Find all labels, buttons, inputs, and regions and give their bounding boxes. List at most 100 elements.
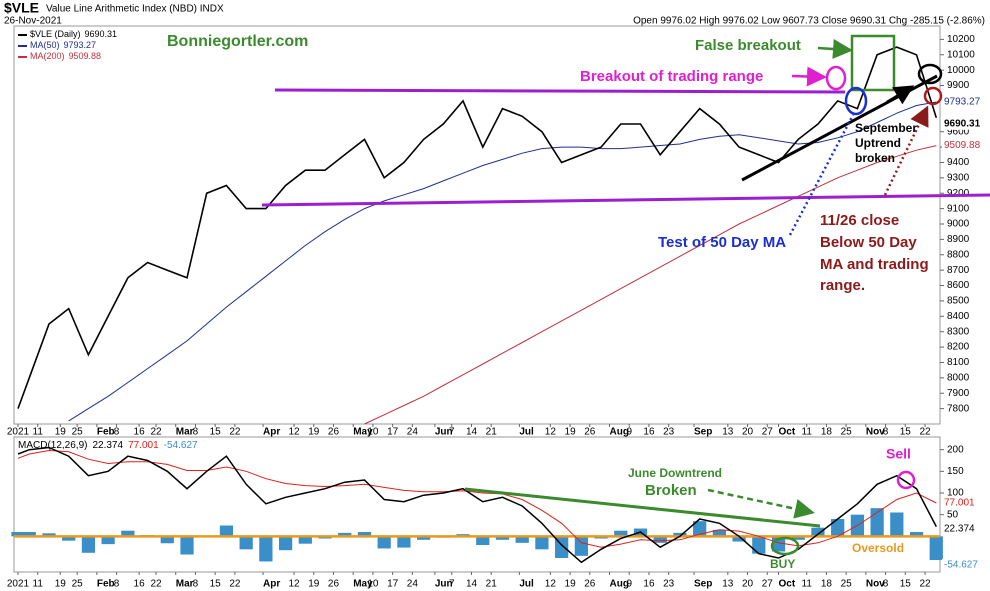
histogram-bar (22, 532, 36, 537)
x-tick-label: 22 (919, 427, 931, 438)
x-tick-label: 19 (55, 579, 67, 590)
legend-value: 9509.88 (69, 51, 102, 61)
value-tag (942, 139, 988, 152)
annotation: Broken (645, 482, 697, 499)
x-tick-label: 15 (210, 579, 222, 590)
x-tick-label: Mar (176, 579, 194, 590)
y-tick-label: 50 (947, 509, 959, 520)
legend-entry: $VLE (Daily) 9690.31 (30, 29, 117, 39)
y-tick-label: 8000 (947, 372, 970, 383)
x-tick-label: Aug (610, 427, 629, 438)
histogram-bar (535, 536, 549, 550)
site-label: Bonniegortler.com (167, 33, 308, 50)
y-tick-label: 10200 (947, 34, 975, 45)
x-tick-label: 7 (449, 579, 455, 590)
x-tick-label: 10 (367, 427, 379, 438)
x-tick-label: 8 (883, 579, 889, 590)
histogram-bar (614, 530, 628, 537)
x-tick-label: 9 (626, 427, 632, 438)
x-tick-label: 25 (72, 579, 84, 590)
x-tick-label: 2021 (7, 427, 30, 438)
y-tick-label: 8900 (947, 234, 970, 245)
value-tag (942, 117, 988, 130)
histogram-bar (259, 536, 273, 562)
x-tick-label: May (353, 579, 373, 590)
x-tick-label: 24 (407, 427, 419, 438)
price-line (17, 46, 938, 409)
y-tick-label: 8100 (947, 357, 970, 368)
x-tick-label: Jun (435, 579, 453, 590)
x-tick-label: 17 (387, 427, 399, 438)
legend-entry: MA(50) 9793.27 (30, 40, 96, 50)
top-circle (917, 63, 943, 85)
annotation: September (855, 121, 917, 135)
x-tick-label: 2021 (7, 579, 30, 590)
histogram-bar (298, 536, 312, 544)
signal-line (17, 449, 937, 548)
x-tick-label: 8 (193, 579, 199, 590)
x-tick-label: 18 (821, 427, 833, 438)
x-tick-label: 8 (114, 579, 120, 590)
histogram-bar (811, 527, 825, 537)
y-tick-label: 9400 (947, 157, 970, 168)
date-label: 26-Nov-2021 (4, 16, 62, 27)
x-tick-label: 7 (449, 427, 455, 438)
x-tick-label: 12 (545, 579, 557, 590)
x-tick-label: 21 (486, 427, 498, 438)
y-tick-label: 7800 (947, 403, 970, 414)
x-tick-label: 19 (308, 427, 320, 438)
ma-test-circle (844, 86, 868, 116)
x-tick-label: 10 (367, 579, 379, 590)
x-tick-label: 23 (663, 427, 675, 438)
y-tick-label: 8500 (947, 296, 970, 307)
x-tick-label: 21 (486, 579, 498, 590)
x-tick-label: 27 (762, 427, 774, 438)
x-tick-label: 25 (841, 579, 853, 590)
y-tick-label: 8600 (947, 280, 970, 291)
x-tick-label: 22 (229, 579, 241, 590)
histogram-bar (831, 519, 845, 537)
legend-value: -54.627 (164, 440, 198, 451)
histogram-bar (278, 536, 293, 551)
x-tick-label: 14 (466, 427, 478, 438)
histogram-bar (476, 536, 490, 545)
symbol: $VLE (4, 0, 39, 16)
value-tag (942, 95, 988, 108)
macd-line (17, 446, 937, 564)
histogram-bar (673, 532, 687, 537)
histogram-bar (417, 536, 431, 540)
legend-value: 9690.31 (85, 29, 118, 39)
x-tick-label: 26 (584, 579, 596, 590)
value-tag (942, 496, 988, 509)
x-tick-label: Jun (435, 427, 453, 438)
x-tick-label: 17 (387, 579, 399, 590)
value-tag (942, 559, 988, 572)
x-tick-label: 27 (762, 579, 774, 590)
annotation: June Downtrend (628, 466, 722, 480)
x-tick-label: 11 (33, 579, 44, 590)
histogram-bar (397, 536, 411, 548)
x-tick-label: 13 (722, 579, 734, 590)
close-circle (923, 86, 943, 106)
legend-value: 22.374 (92, 440, 123, 451)
arrow (791, 66, 827, 87)
histogram-bar (338, 532, 352, 537)
arrow (886, 85, 915, 105)
false-breakout-box (850, 34, 896, 92)
legend-name: $VLE (Daily) (30, 29, 81, 39)
y-tick-label: 8400 (947, 311, 970, 322)
y-tick-label: 9300 (947, 172, 970, 183)
macd-legend: MACD(12,26,9) 22.374 77.001 -54.627 (18, 440, 198, 451)
legend-name: MA(50) (30, 40, 60, 50)
histogram-bar (712, 529, 726, 537)
legend-value: 9793.27 (64, 40, 97, 50)
histogram-bar (929, 536, 943, 561)
value-tag-label: 77.001 (944, 498, 975, 509)
chart-title: Value Line Arithmetic Index (NBD) INDX (46, 4, 224, 15)
x-tick-label: Feb (97, 427, 115, 438)
x-tick-label: 12 (288, 427, 300, 438)
y-tick-label: 9200 (947, 188, 970, 199)
june-downtrend-line (464, 487, 821, 528)
y-tick-label: 9000 (947, 219, 970, 230)
x-tick-label: 22 (919, 579, 931, 590)
